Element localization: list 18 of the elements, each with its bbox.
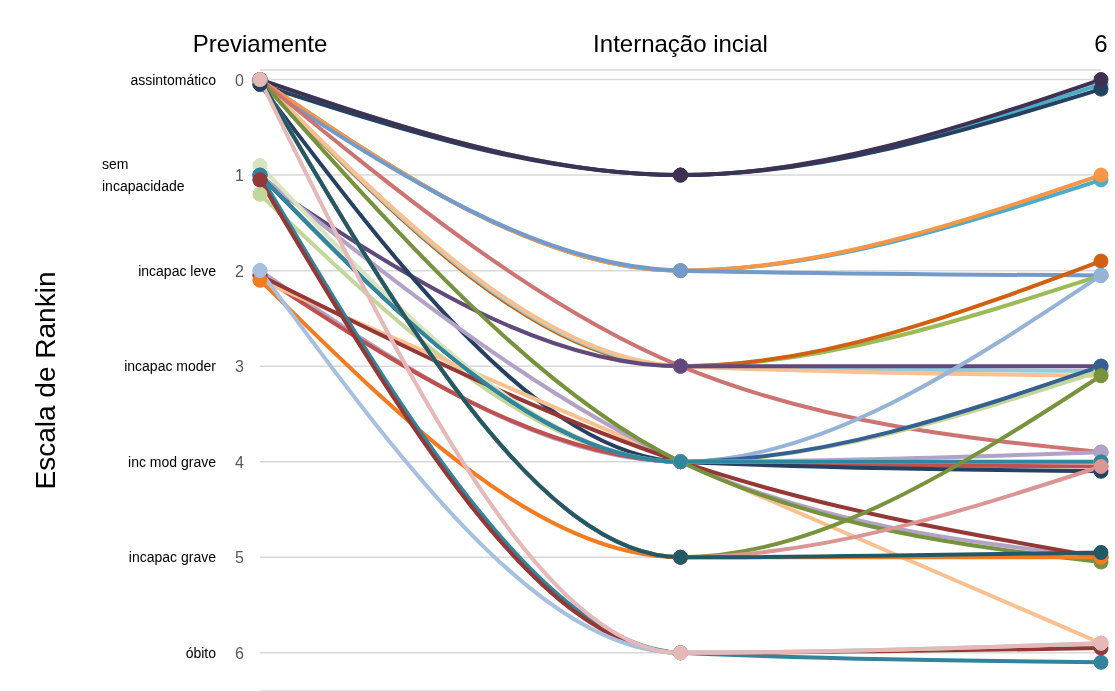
y-tick-label: 3 (235, 358, 245, 376)
y-tick-label: 6 (235, 644, 245, 662)
y-tick-label: 1 (235, 167, 245, 185)
text: sem incapacidade (102, 156, 185, 195)
text: óbito (185, 644, 217, 661)
y-tick-label: 2 (235, 262, 245, 280)
y-tick-label: 0 (235, 71, 245, 89)
x-tick-label: 6 (1094, 30, 1108, 57)
text: assintomático (130, 71, 217, 88)
y-tick-label: 4 (235, 453, 245, 471)
text: incapac moder (124, 358, 217, 375)
text: incapac grave (128, 549, 217, 566)
x-tick-label: Internação incial (593, 30, 768, 57)
y-axis-title: Escala de Rankin (29, 271, 61, 490)
text: incapac leve (138, 262, 217, 279)
x-tick-label: Previamente (192, 30, 328, 57)
y-tick-label: 5 (235, 549, 245, 567)
text: inc mod grave (128, 453, 217, 470)
